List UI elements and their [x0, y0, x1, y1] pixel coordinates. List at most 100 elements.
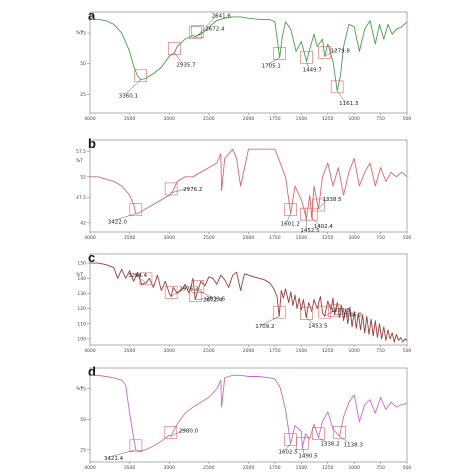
peak-label: 3360.1: [119, 94, 138, 100]
x-tick-label: 750: [376, 235, 385, 241]
peak-leader-line: [174, 52, 183, 64]
peak-leader-line: [286, 213, 291, 223]
x-tick-label: 3500: [124, 235, 136, 241]
x-tick-label: 1250: [322, 465, 334, 471]
peak-highlight-box: [333, 426, 346, 439]
peak-highlight-box: [312, 427, 325, 440]
peak-label: 1161.3: [339, 101, 359, 107]
x-tick-label: 3000: [164, 465, 176, 471]
y-tick-label: 42: [80, 220, 86, 226]
peak-highlight-box: [188, 289, 202, 302]
y-unit-label: %T: [76, 158, 83, 164]
y-tick-label: 75: [80, 386, 86, 392]
peak-leader-line: [318, 437, 327, 443]
x-tick-label: 3000: [164, 235, 176, 241]
peak-leader-line: [318, 197, 329, 210]
peak-highlight-box: [129, 203, 143, 216]
peak-label: 1279.8: [331, 48, 351, 54]
x-tick-label: 500: [403, 348, 412, 354]
x-tick-label: 1000: [348, 116, 360, 122]
peak-label: 1601.2: [281, 222, 300, 228]
x-tick-label: 1000: [348, 235, 360, 241]
x-tick-label: 750: [376, 116, 385, 122]
y-tick-label: 130: [77, 291, 86, 297]
peak-label: 2980.0: [179, 428, 199, 434]
peak-highlight-box: [188, 26, 202, 39]
y-tick-label: 120: [77, 306, 86, 312]
peak-label: 1186.0: [343, 313, 363, 319]
peak-leader-line: [197, 14, 218, 36]
x-tick-label: 1750: [269, 348, 281, 354]
peak-leader-line: [171, 287, 186, 297]
peak-label: 3421.4: [104, 456, 124, 462]
peak-highlight-box: [312, 198, 325, 212]
peak-label: 2639.6: [206, 296, 226, 302]
y-tick-label: 100: [77, 336, 86, 342]
x-tick-label: 500: [403, 465, 412, 471]
panel-letter: d: [88, 364, 96, 379]
panel-letter: a: [88, 8, 96, 23]
peak-leader-line: [267, 57, 280, 65]
x-tick-label: 4000: [84, 465, 96, 471]
x-tick-label: 1500: [296, 116, 308, 122]
peak-label: 2672.4: [203, 298, 223, 304]
x-tick-label: 2000: [243, 348, 255, 354]
peak-label: 3294.4: [128, 273, 148, 279]
peak-highlight-box: [129, 439, 143, 453]
x-tick-label: 1250: [322, 235, 334, 241]
peak-highlight-box: [300, 50, 313, 64]
peak-highlight-box: [284, 203, 297, 216]
peak-leader-line: [306, 61, 309, 69]
peak-label: 1602.5: [279, 450, 299, 456]
peak-label: 1449.7: [303, 67, 323, 73]
peak-leader-line: [336, 90, 346, 102]
peak-leader-line: [124, 79, 141, 95]
x-tick-label: 1750: [269, 235, 281, 241]
peak-highlight-box: [191, 280, 205, 293]
peak-highlight-box: [305, 207, 318, 221]
peak-label: 1338.5: [322, 197, 342, 203]
x-tick-label: 3000: [164, 348, 176, 354]
peak-leader-line: [306, 317, 315, 325]
x-tick-label: 3000: [164, 116, 176, 122]
peak-label: 2976.2: [183, 187, 202, 193]
peak-highlight-box: [330, 80, 344, 94]
peak-highlight-box: [164, 182, 178, 196]
x-tick-label: 2500: [203, 116, 215, 122]
y-tick-label: 50: [80, 61, 86, 67]
y-tick-label: 52: [80, 174, 86, 180]
peak-leader-line: [311, 218, 320, 226]
x-tick-label: 2500: [203, 235, 215, 241]
peak-highlight-box: [299, 307, 313, 321]
y-tick-label: 57.5: [76, 149, 86, 155]
peak-leader-line: [339, 436, 350, 444]
y-tick-label: 140: [77, 276, 86, 282]
peak-label: 2672.4: [205, 27, 225, 33]
peak-leader-line: [133, 273, 147, 283]
peak-label: 3422.0: [108, 220, 128, 226]
peak-leader-line: [261, 316, 280, 326]
peak-highlight-box: [273, 47, 286, 60]
y-tick-label: 25: [80, 92, 86, 98]
peak-leader-line: [109, 449, 136, 457]
peak-highlight-box: [272, 305, 286, 319]
x-tick-label: 750: [376, 348, 385, 354]
x-tick-label: 750: [376, 465, 385, 471]
peak-leader-line: [302, 447, 305, 455]
spectrum-line: [89, 16, 408, 92]
y-tick-label: 75: [80, 30, 86, 36]
peak-highlight-box: [168, 42, 181, 55]
spectrum-line: [90, 374, 408, 452]
y-unit-label: %T: [76, 30, 83, 36]
peak-label: 1402.4: [314, 224, 334, 230]
peak-highlight-box: [164, 426, 178, 439]
x-tick-label: 1250: [322, 348, 334, 354]
x-tick-label: 4000: [84, 116, 96, 122]
panel-a: a %T75 50 25 4000 3500 3000 2500 2000 1750 1500 125…: [76, 8, 411, 122]
y-unit-label: %T: [76, 272, 83, 278]
peak-leader-line: [197, 290, 212, 298]
x-tick-label: 500: [403, 235, 412, 241]
peak-highlight-box: [191, 25, 205, 38]
x-tick-label: 3500: [124, 116, 136, 122]
peak-highlight-box: [328, 304, 341, 317]
